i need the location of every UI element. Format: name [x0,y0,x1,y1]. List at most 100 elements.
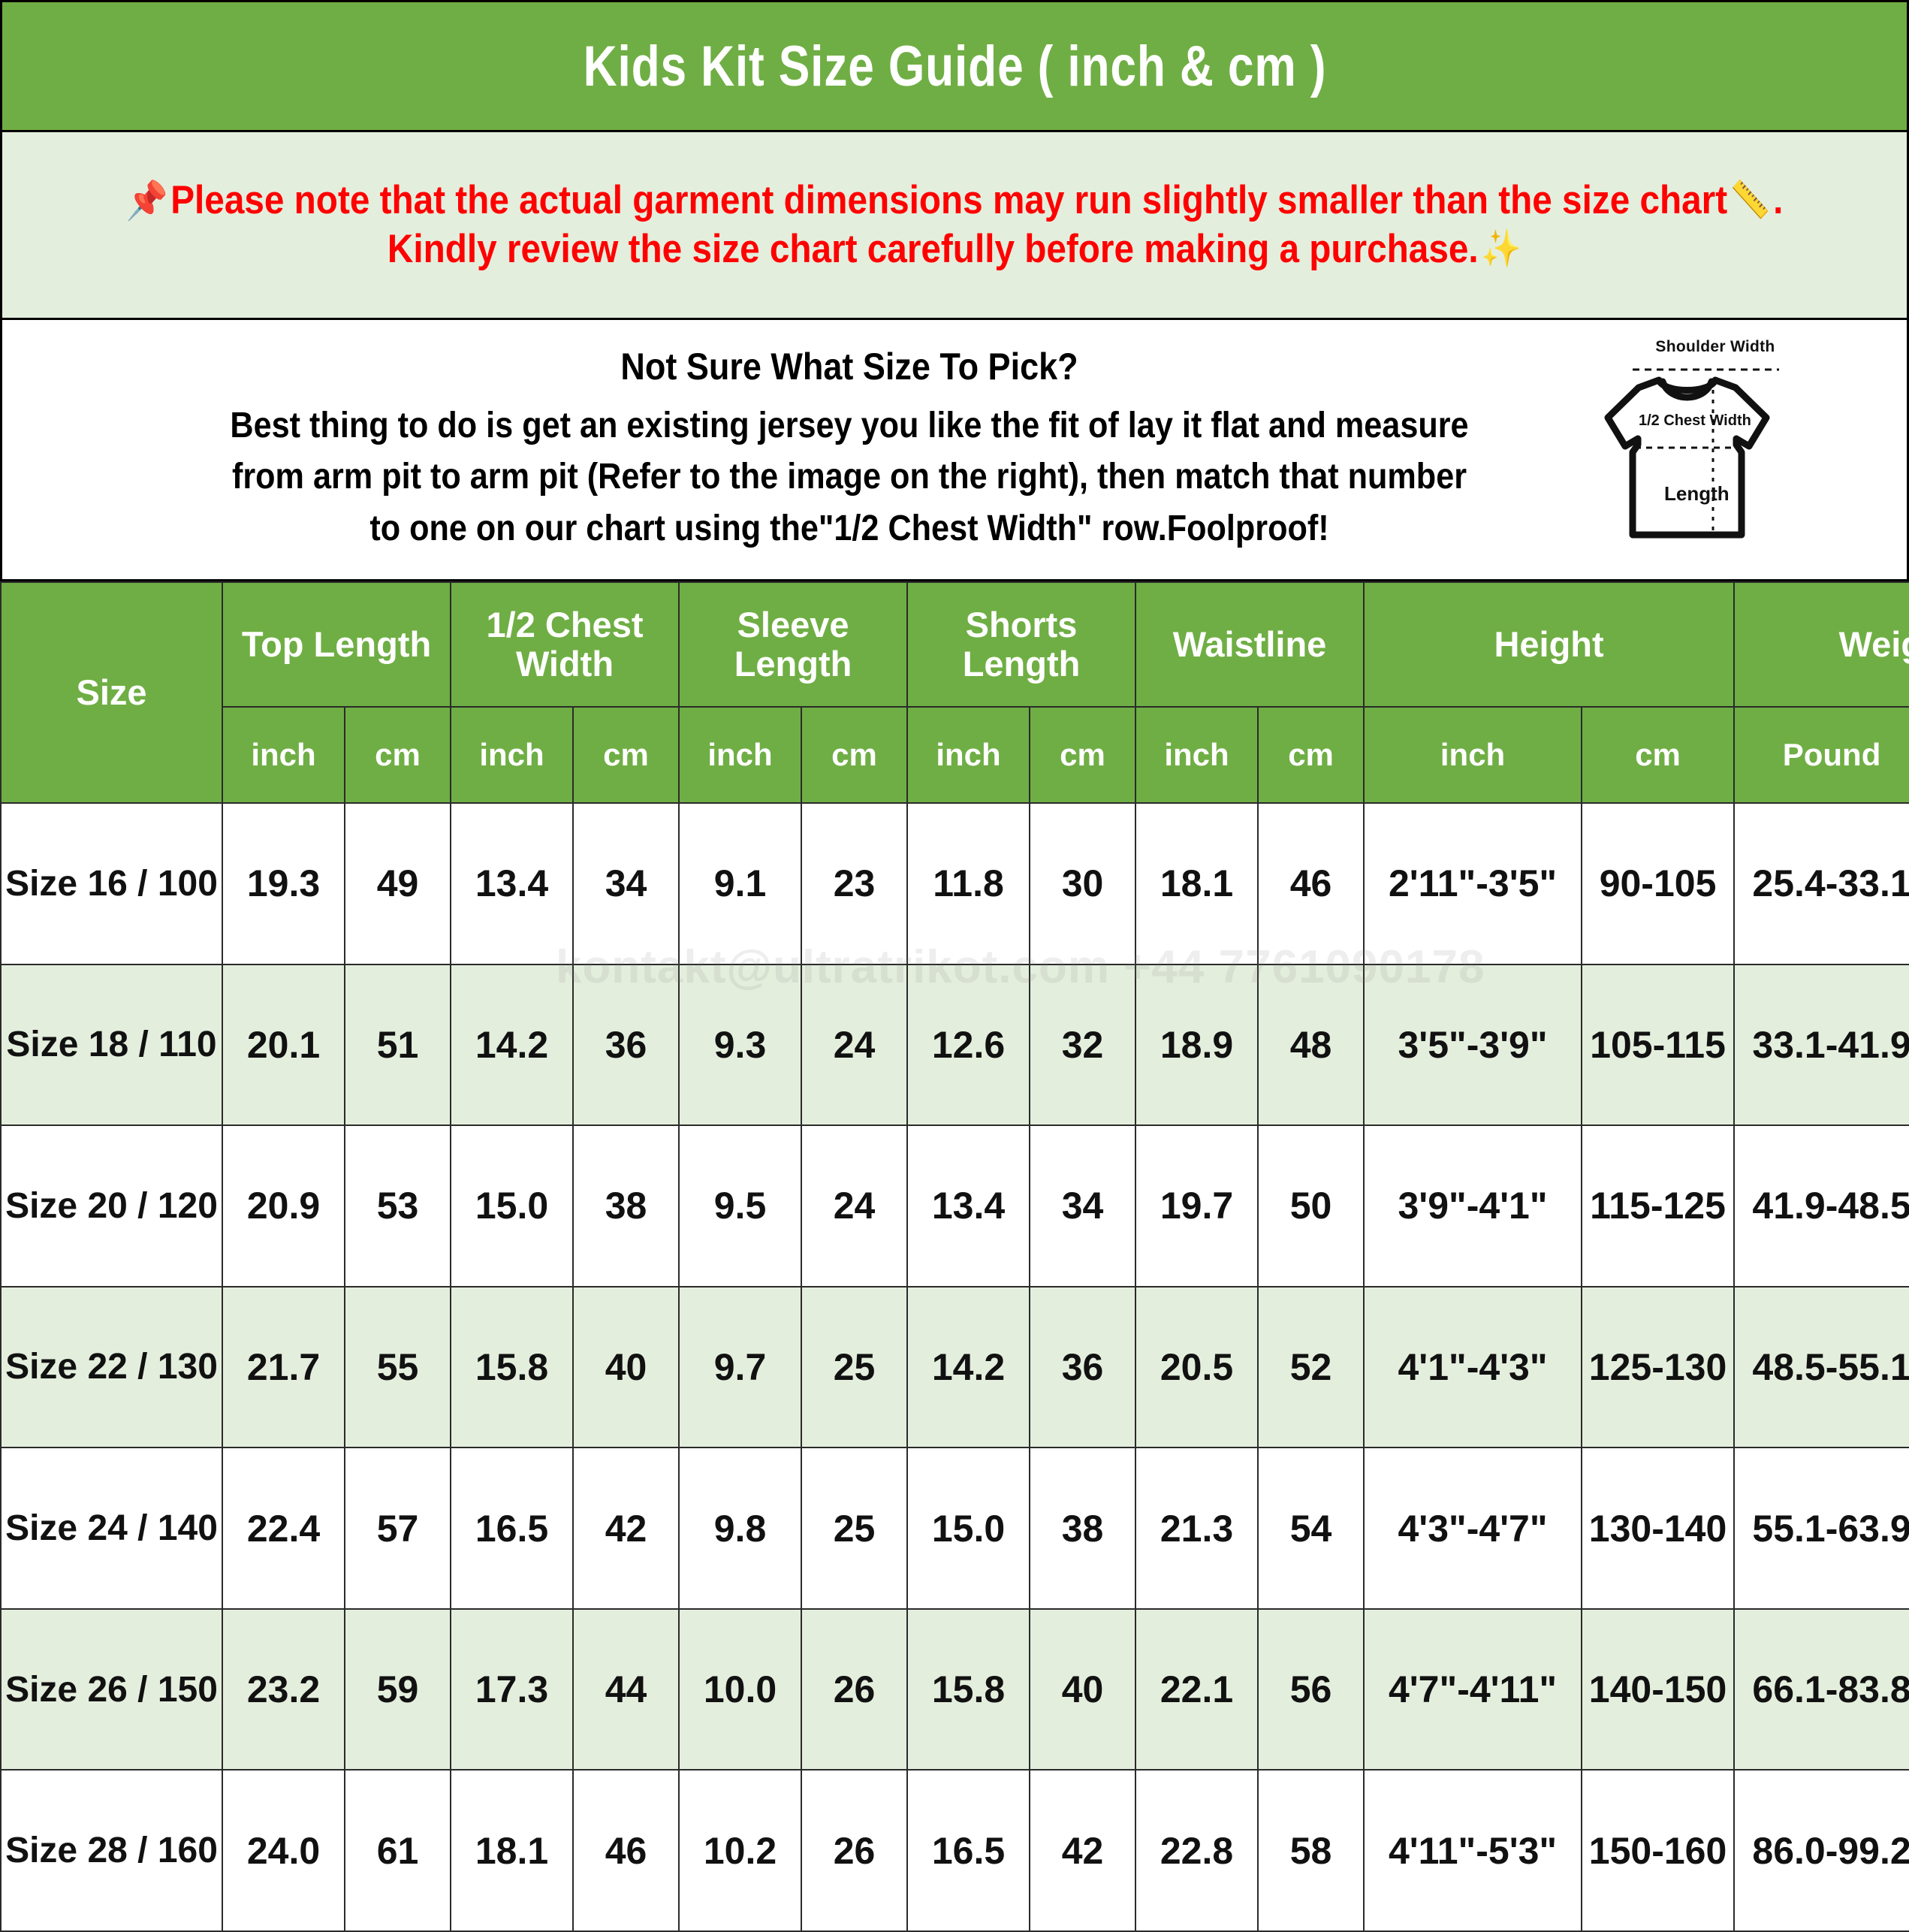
measurement-cell: 61 [343,1769,452,1932]
measurement-cell: 59 [343,1607,452,1771]
measurement-cell: 25 [801,1447,909,1610]
measurement-cell: 38 [1029,1447,1137,1610]
measurement-cell: 44 [572,1607,680,1771]
measurement-cell: 21.3 [1135,1447,1259,1610]
measurement-cell: 23.2 [222,1607,345,1771]
measurement-cell: 18.1 [450,1769,575,1932]
measurement-cell: 25 [801,1285,909,1449]
measurement-cell: 9.8 [678,1447,803,1610]
measurement-cell: 20.1 [222,963,345,1127]
notice-line-2: Kindly review the size chart carefully b… [388,225,1521,274]
unit-header-cell: cm [1581,706,1736,804]
unit-header-cell: cm [343,706,452,804]
measurement-cell: 36 [572,963,680,1127]
table-head: Size Top Length 1/2 Chest Width Sleeve L… [0,581,1909,804]
measurement-cell: 34 [572,802,680,965]
measurement-cell: 105-115 [1581,963,1736,1127]
measurement-cell: 49 [343,802,452,965]
measurement-cell: 15.0 [450,1124,575,1287]
measurement-cell: 18.9 [1135,963,1259,1127]
measurement-cell: 3'5"-3'9" [1363,963,1583,1127]
unit-header-cell: inch [1363,706,1583,804]
page-title: Kids Kit Size Guide ( inch & cm ) [583,34,1326,98]
measurement-cell: 48 [1257,963,1365,1127]
measurement-cell: 9.7 [678,1285,803,1449]
measurement-cell: 41.9-48.5 [1733,1124,1909,1287]
page-title-bar: Kids Kit Size Guide ( inch & cm ) [0,0,1909,132]
measurement-cell: 22.8 [1135,1769,1259,1932]
size-label-cell: Size 18 / 110 [0,963,223,1127]
size-label-cell: Size 16 / 100 [0,802,223,965]
measurement-cell: 25.4-33.1 [1733,802,1909,965]
measurement-cell: 19.3 [222,802,345,965]
notice-line-2-text: Kindly review the size chart carefully b… [387,226,1479,271]
measurement-cell: 22.4 [222,1447,345,1610]
measurement-cell: 34 [1029,1124,1137,1287]
unit-header-cell: inch [1135,706,1259,804]
measurement-cell: 14.2 [450,963,575,1127]
measurement-cell: 22.1 [1135,1607,1259,1771]
measurement-cell: 150-160 [1581,1769,1736,1932]
unit-header-cell: Pound [1733,706,1909,804]
unit-header-row: inch cm inch cm inch cm inch cm inch cm … [1,706,1909,804]
size-label-cell: Size 20 / 120 [0,1124,223,1287]
measurement-cell: 4'7"-4'11" [1363,1607,1583,1771]
table-row: Size 28 / 160 24.0 61 18.1 46 10.2 26 16.5 42 22.… [0,1769,1909,1932]
explainer-line-1: Best thing to do is get an existing jers… [230,406,1469,446]
unit-header-cell: inch [450,706,575,804]
measurement-cell: 53 [343,1124,452,1287]
measurement-cell: 46 [572,1769,680,1932]
measurement-cell: 14.2 [906,1285,1031,1449]
measurement-cell: 9.3 [678,963,803,1127]
sparkle-icon: ✨ [1481,228,1522,269]
measurement-cell: 17.3 [450,1607,575,1771]
group-header-row: Size Top Length 1/2 Chest Width Sleeve L… [0,581,1909,804]
size-label-cell: Size 22 / 130 [0,1285,223,1449]
explainer-copy: Not Sure What Size To Pick? Best thing t… [2,345,1907,554]
unit-header-cell: inch [906,706,1031,804]
measurement-cell: 23 [801,802,909,965]
measurement-cell: 11.8 [906,802,1031,965]
unit-header-cell: cm [1029,706,1137,804]
measurement-cell: 66.1-83.8 [1733,1607,1909,1771]
measurement-cell: 21.7 [222,1285,345,1449]
measurement-cell: 50 [1257,1124,1365,1287]
measurement-cell: 40 [1029,1607,1137,1771]
size-label-cell: Size 28 / 160 [0,1769,223,1932]
measurement-cell: 140-150 [1581,1607,1736,1771]
measurement-cell: 115-125 [1581,1124,1736,1287]
measurement-cell: 13.4 [450,802,575,965]
measurement-cell: 2'11"-3'5" [1363,802,1583,965]
measurement-cell: 56 [1257,1607,1365,1771]
col-group-waistline: Waistline [1135,581,1365,708]
pin-icon: 📌 [125,179,168,222]
notice-line-1-tail: . [1773,177,1784,222]
unit-header-cell: inch [678,706,803,804]
unit-header-cell: cm [801,706,909,804]
measurement-cell: 55 [343,1285,452,1449]
table-row: Size 20 / 120 20.9 53 15.0 38 9.5 24 13.4 34 19.7… [0,1124,1909,1287]
measurement-cell: 42 [572,1447,680,1610]
chest-width-label: 1/2 Chest Width [1639,412,1751,429]
size-chart-table: Size Top Length 1/2 Chest Width Sleeve L… [0,581,1909,1932]
measurement-cell: 52 [1257,1285,1365,1449]
measurement-cell: 18.1 [1135,802,1259,965]
measurement-cell: 51 [343,963,452,1127]
explainer-banner: Not Sure What Size To Pick? Best thing t… [0,320,1909,581]
unit-header-cell: cm [572,706,680,804]
table-row: Size 24 / 140 22.4 57 16.5 42 9.8 25 15.0 38 21.3… [0,1447,1909,1610]
measurement-cell: 4'1"-4'3" [1363,1285,1583,1449]
measurement-cell: 54 [1257,1447,1365,1610]
tshirt-measurement-diagram: Shoulder Width 1/2 Chest Width Length [1591,334,1839,566]
measurement-cell: 15.8 [906,1607,1031,1771]
explainer-line-2: from arm pit to arm pit (Refer to the im… [231,457,1467,497]
col-group-size: Size [0,581,223,804]
measurement-cell: 24 [801,1124,909,1287]
measurement-cell: 13.4 [906,1124,1031,1287]
measurement-cell: 125-130 [1581,1285,1736,1449]
measurement-cell: 40 [572,1285,680,1449]
unit-header-cell: cm [1257,706,1365,804]
shoulder-width-label: Shoulder Width [1655,338,1775,355]
size-label-cell: Size 26 / 150 [0,1607,223,1771]
measurement-cell: 86.0-99.2 [1733,1769,1909,1932]
